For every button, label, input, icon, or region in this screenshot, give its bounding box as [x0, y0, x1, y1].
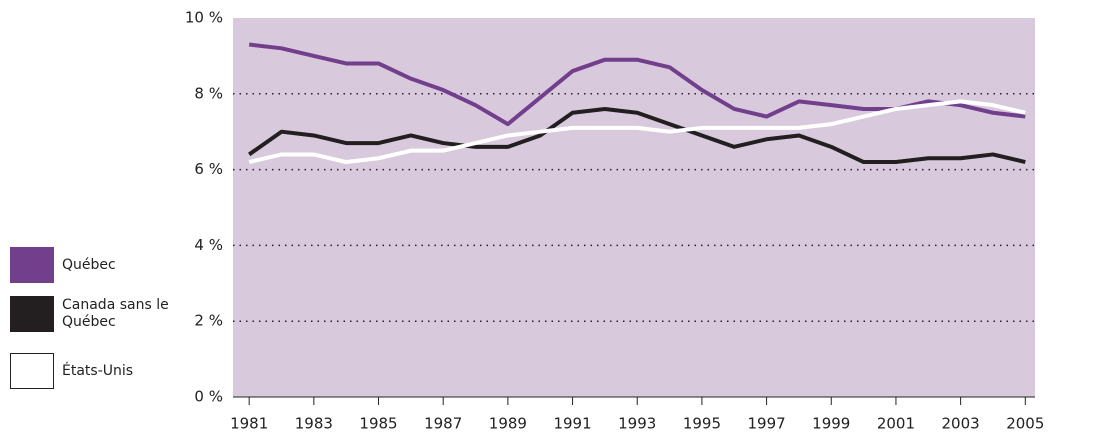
- legend-swatch: [10, 353, 54, 389]
- y-tick-label: 4 %: [194, 236, 223, 254]
- legend-item: États-Unis: [10, 353, 172, 389]
- legend-item: Québec: [10, 247, 172, 283]
- y-tick-label: 0 %: [194, 388, 223, 406]
- x-tick-label: 1987: [424, 415, 462, 433]
- x-tick-label: 1993: [618, 415, 656, 433]
- legend-label: États-Unis: [62, 362, 134, 379]
- y-tick-label: 8 %: [194, 84, 223, 102]
- series-line: [248, 99, 1026, 165]
- legend-swatch: [10, 247, 54, 283]
- x-tick-label: 1999: [812, 415, 850, 433]
- x-tick-label: 1995: [683, 415, 721, 433]
- plot-area: [233, 18, 1035, 397]
- x-tick-label: 2005: [1006, 415, 1044, 433]
- x-tick-label: 1989: [489, 415, 527, 433]
- y-tick-label: 6 %: [194, 160, 223, 178]
- x-tick-label: 2003: [942, 415, 980, 433]
- x-tick-label: 1981: [230, 415, 268, 433]
- legend-label: Québec: [62, 256, 116, 273]
- y-tick-label: 10 %: [185, 9, 223, 27]
- series-line: [248, 106, 1026, 165]
- legend-item: Canada sans le Québec: [10, 296, 172, 332]
- legend-label: Canada sans le Québec: [62, 297, 169, 330]
- legend-swatch: [10, 296, 54, 332]
- y-tick-label: 2 %: [194, 312, 223, 330]
- x-tick-label: 1983: [295, 415, 333, 433]
- x-tick-label: 1985: [359, 415, 397, 433]
- x-tick-label: 1991: [553, 415, 591, 433]
- x-tick-label: 2001: [877, 415, 915, 433]
- x-tick-label: 1997: [747, 415, 785, 433]
